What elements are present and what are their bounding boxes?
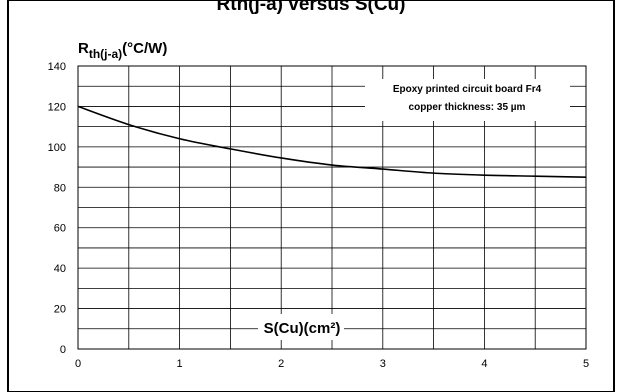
y-axis-label-main: R xyxy=(78,40,89,57)
y-tick-label: 0 xyxy=(60,344,66,356)
x-axis-label-background xyxy=(258,314,344,340)
y-axis-label-sub: th(j-a) xyxy=(89,47,122,61)
y-tick-label: 60 xyxy=(54,223,66,235)
annotation-box: Epoxy printed circuit board Fr4 copper t… xyxy=(365,79,570,121)
y-axis-label: Rth(j-a)(°C/W) xyxy=(78,40,167,61)
annotation-background xyxy=(365,79,570,121)
x-tick-label: 2 xyxy=(278,358,284,370)
series-line-0 xyxy=(77,105,587,178)
tick-labels: 0 20 40 60 80 100 120 140 0 1 2 3 4 5 xyxy=(48,61,589,370)
series-layer xyxy=(77,105,587,178)
x-tick-label: 3 xyxy=(380,358,386,370)
y-tick-label: 100 xyxy=(48,142,66,154)
annotation-line-2: copper thickness: 35 µm xyxy=(409,102,526,113)
x-axis-label: S(Cu)(cm²) xyxy=(264,320,341,337)
y-tick-label: 140 xyxy=(48,61,66,73)
x-tick-label: 1 xyxy=(177,358,183,370)
panel-border xyxy=(7,0,615,392)
y-tick-label: 80 xyxy=(54,182,66,194)
annotation-line-1: Epoxy printed circuit board Fr4 xyxy=(393,84,542,95)
x-tick-label: 0 xyxy=(75,358,81,370)
x-tick-label: 4 xyxy=(481,358,487,370)
y-tick-label: 20 xyxy=(54,304,66,316)
chart-title: Rth(j-a) versus S(Cu) xyxy=(217,0,406,15)
y-axis-label-unit: (°C/W) xyxy=(122,40,167,57)
y-tick-label: 120 xyxy=(48,101,66,113)
x-tick-label: 5 xyxy=(583,358,589,370)
y-tick-label: 40 xyxy=(54,263,66,275)
x-axis-label-box: S(Cu)(cm²) xyxy=(258,314,344,340)
